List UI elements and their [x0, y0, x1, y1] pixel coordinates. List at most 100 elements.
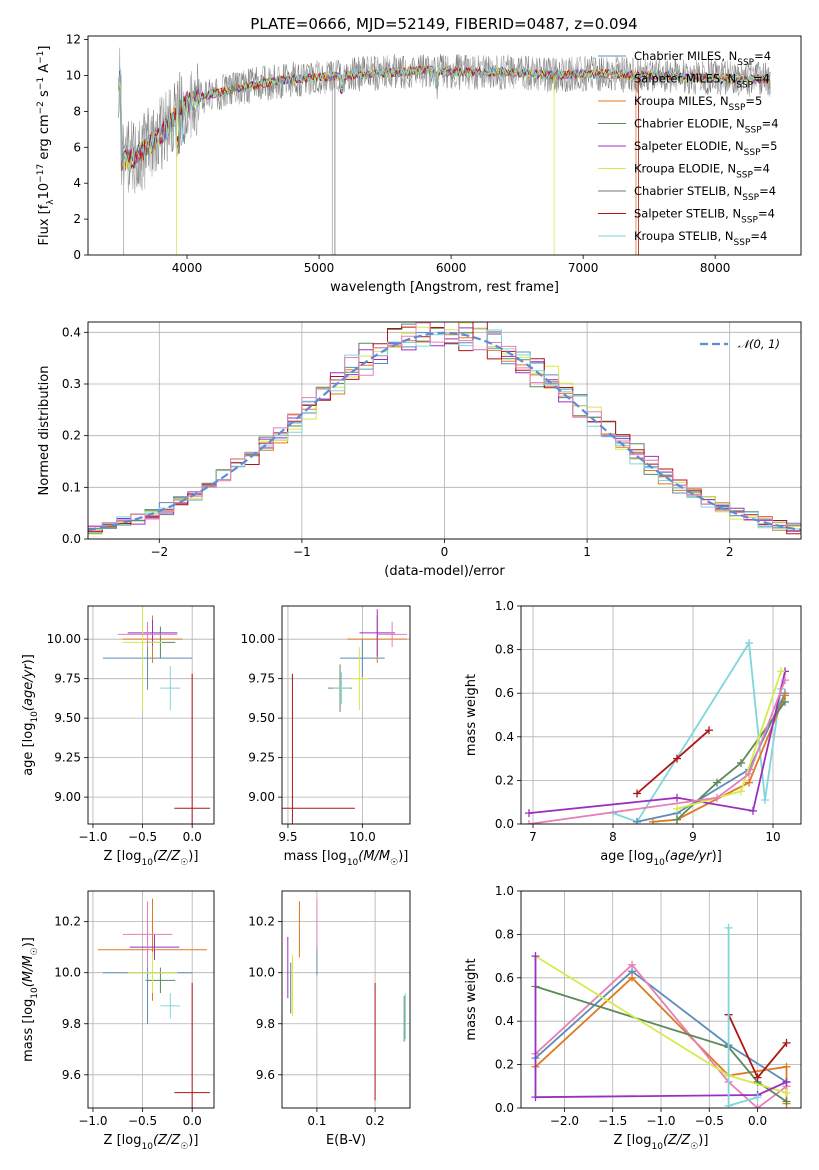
legend-label: Chabrier STELIB, NSSP=4 [634, 184, 776, 203]
weight-marker [749, 806, 757, 815]
weight-marker [628, 960, 637, 969]
x-tick-label: 9 [689, 830, 697, 844]
weight-marker [628, 973, 637, 982]
y-tick-label: 0.6 [495, 971, 514, 985]
x-tick-label: 0.0 [183, 1114, 202, 1128]
y-tick-label: 0.4 [495, 730, 514, 744]
weight-line [534, 956, 787, 1099]
x-tick-label: −0.5 [695, 1114, 724, 1128]
weight-marker [753, 1104, 762, 1108]
weight-marker [781, 676, 789, 685]
weight-line [528, 679, 786, 824]
weight-marker [525, 820, 533, 824]
y-tick-label: 0.8 [495, 927, 514, 941]
legend-label: Salpeter STELIB, NSSP=4 [634, 207, 775, 226]
panel-mass_vs_ebv: 0.1 0.2 9.6 9.8 10.0 10.2 E(B-V) [248, 890, 411, 1148]
y-tick-label: 4 [73, 176, 81, 190]
weight-marker [745, 778, 753, 787]
y-axis-label: Normed distribution [37, 366, 52, 496]
weight-marker [753, 1093, 762, 1102]
x-tick-label: 8 [609, 830, 617, 844]
y-axis-label: mass weight [464, 958, 479, 1040]
y-tick-label: 8 [73, 104, 81, 118]
x-tick-label: 0.2 [366, 1114, 385, 1128]
weight-marker [724, 923, 733, 932]
x-axis-label: E(B-V) [326, 1133, 366, 1148]
plot-area [88, 322, 801, 535]
weight-marker [673, 804, 681, 813]
weight-marker [705, 726, 713, 735]
figure-title: PLATE=0666, MJD=52149, FIBERID=0487, z=0… [250, 15, 637, 33]
y-tick-label: 0.2 [62, 429, 81, 443]
weight-marker [737, 787, 745, 796]
x-tick-label: 4000 [172, 261, 203, 275]
x-tick-label: −1.0 [78, 1114, 107, 1128]
y-tick-label: 9.25 [54, 751, 81, 765]
x-axis-label: Z [log10(Z/Z☉)] [104, 1133, 199, 1152]
legend-label: Kroupa STELIB, NSSP=4 [634, 229, 767, 248]
plot-area [102, 606, 211, 824]
spectrum-line [118, 71, 232, 172]
axes-frame [87, 321, 802, 540]
y-tick-label: 0.0 [495, 817, 514, 831]
y-axis-label: Flux [fλ10−17 erg cm−2 s−1 A−1] [36, 46, 56, 246]
y-tick-label: 10.2 [54, 915, 81, 929]
y-tick-label: 1.0 [495, 599, 514, 613]
y-tick-label: 10.0 [54, 966, 81, 980]
panel-spectrum: 4000 5000 6000 7000 8000 0 2 4 6 8 10 12 wavelength … [36, 33, 802, 295]
panel-age_vs_mass: 9.5 10.0 9.00 9.25 9.50 9.75 10.00 mass [log10(… [241, 605, 411, 868]
weight-line [528, 671, 786, 814]
y-axis-label: mass [log10(M/M☉)] [21, 937, 40, 1062]
y-tick-label: 0.2 [495, 773, 514, 787]
y-tick-label: 0.6 [495, 686, 514, 700]
panel-weight_vs_Z: −2.0 −1.5 −1.0 −0.5 0.0 0.0 0.2 0.4 0.6 0.8 1.0 Z [… [464, 884, 802, 1152]
weight-marker [782, 1077, 791, 1086]
y-tick-label: 9.6 [256, 1068, 275, 1082]
weight-line [636, 729, 710, 795]
weight-marker [782, 1038, 791, 1047]
y-tick-label: 10.2 [248, 915, 275, 929]
panel-mass_vs_Z: −1.0 −0.5 0.0 9.6 9.8 10.0 10.2 Z [log10(Z/Z☉)]… [21, 890, 215, 1152]
spectrum-line [118, 47, 771, 194]
y-tick-label: 9.6 [62, 1068, 81, 1082]
y-tick-label: 10 [66, 68, 81, 82]
weight-marker [525, 809, 533, 818]
y-tick-label: 0.0 [495, 1101, 514, 1115]
y-tick-label: 10.00 [47, 632, 81, 646]
axes-frame [87, 605, 215, 825]
weight-marker [782, 1097, 791, 1106]
weight-marker [673, 793, 681, 802]
x-tick-label: −1.0 [78, 830, 107, 844]
weight-marker [673, 754, 681, 763]
x-tick-label: 9.5 [278, 830, 297, 844]
legend-label: 𝒩(0, 1) [738, 337, 780, 351]
weight-marker [649, 817, 657, 824]
x-axis-label: Z [log10(Z/Z☉)] [104, 849, 199, 868]
weight-marker [737, 758, 745, 767]
x-tick-label: −1.0 [646, 1114, 675, 1128]
axes-frame [87, 35, 802, 256]
x-tick-label: 6000 [436, 261, 467, 275]
weight-marker [724, 1101, 733, 1108]
x-tick-label: 10.0 [349, 830, 376, 844]
y-tick-label: 9.50 [248, 711, 275, 725]
y-tick-label: 10.00 [241, 632, 275, 646]
weight-line [652, 695, 786, 823]
weight-marker [753, 1073, 762, 1082]
weight-line [636, 692, 786, 823]
x-tick-label: 1 [583, 545, 591, 559]
plots-layer: 4000 5000 6000 7000 8000024681012wavelength … [21, 33, 802, 1152]
legend-label: Salpeter ELODIE, NSSP=5 [634, 139, 777, 158]
legend-label: Salpeter MILES, NSSP=4 [634, 72, 770, 91]
plot-area [525, 639, 789, 824]
weight-marker [777, 667, 785, 676]
legend-label: Kroupa ELODIE, NSSP=4 [634, 162, 770, 181]
weight-marker [745, 639, 753, 648]
y-tick-label: 1.0 [495, 884, 514, 898]
x-axis-label: wavelength [Angstrom, rest frame] [330, 280, 559, 295]
y-tick-label: 0 [73, 248, 81, 262]
y-tick-label: 0.4 [495, 1014, 514, 1028]
y-tick-label: 9.75 [248, 672, 275, 686]
panel-residuals: −2 −1 0 1 2 0.0 0.1 0.2 0.3 0.4 (data-model)/error… [37, 321, 802, 579]
